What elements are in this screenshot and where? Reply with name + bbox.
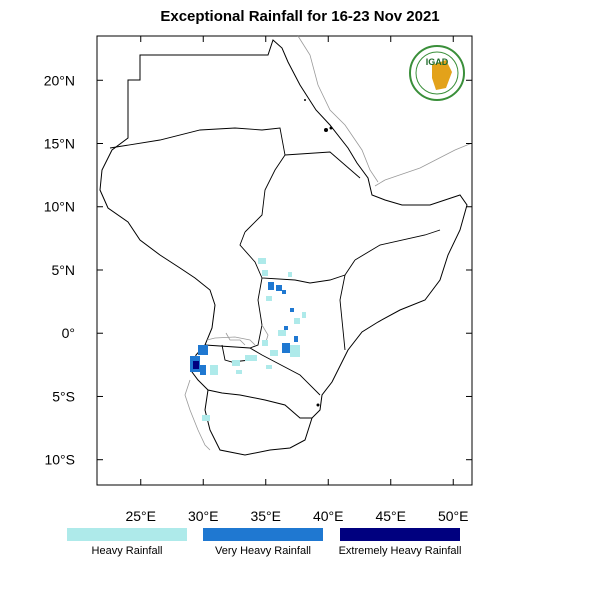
logo-text: IGAD xyxy=(426,57,449,67)
legend-label-very-heavy: Very Heavy Rainfall xyxy=(215,545,311,557)
legend-label-heavy: Heavy Rainfall xyxy=(91,545,163,557)
x-tick-label: 45°E xyxy=(375,508,406,524)
y-tick-label: 5°N xyxy=(52,262,76,278)
legend-swatch-very-heavy xyxy=(203,528,323,541)
legend-label-extremely-heavy: Extremely Heavy Rainfall xyxy=(338,545,462,557)
igad-logo: IGAD xyxy=(409,45,465,101)
extremely-heavy-rainfall-areas xyxy=(193,361,199,369)
region-outline xyxy=(99,39,468,419)
x-tick-label: 50°E xyxy=(438,508,469,524)
y-tick-label: 10°N xyxy=(44,199,75,215)
neighbour-coastlines xyxy=(184,35,473,451)
legend-swatch-heavy xyxy=(67,528,187,541)
country-borders xyxy=(109,127,441,396)
axis-ticks: 25°E 30°E 35°E 40°E 45°E 50°E 20°N 15°N 10°N 5°N 0… xyxy=(44,36,472,524)
legend-swatch-extremely-heavy xyxy=(340,528,460,541)
logo-map-shape xyxy=(432,60,452,90)
logo-inner-ring xyxy=(415,51,459,95)
y-tick-label: 20°N xyxy=(44,72,75,88)
x-tick-label: 30°E xyxy=(188,508,219,524)
y-tick-label: 10°S xyxy=(44,452,75,468)
map-frame xyxy=(96,35,473,486)
y-tick-label: 0° xyxy=(62,325,75,341)
x-tick-label: 40°E xyxy=(313,508,344,524)
x-tick-label: 35°E xyxy=(250,508,281,524)
heavy-rainfall-areas xyxy=(202,258,306,421)
y-tick-label: 5°S xyxy=(52,388,75,404)
islands xyxy=(304,99,333,407)
map-title: Exceptional Rainfall for 16-23 Nov 2021 xyxy=(160,8,440,25)
x-tick-label: 25°E xyxy=(125,508,156,524)
y-tick-label: 15°N xyxy=(44,136,75,152)
